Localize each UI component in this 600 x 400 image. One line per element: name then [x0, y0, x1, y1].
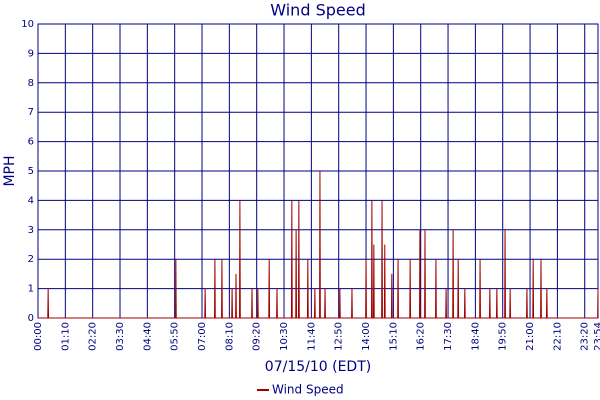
- data-line: [38, 170, 599, 319]
- y-tick-label: 10: [21, 19, 34, 30]
- x-tick-label: 22:10: [552, 322, 563, 351]
- y-tick-label: 8: [28, 78, 34, 89]
- legend-label: Wind Speed: [272, 383, 344, 397]
- x-axis-label: 07/15/10 (EDT): [265, 359, 371, 375]
- x-tick-label: 02:20: [88, 322, 99, 351]
- y-tick-label: 1: [28, 284, 34, 295]
- x-tick-label: 15:10: [388, 322, 399, 351]
- y-tick-label: 7: [28, 107, 34, 118]
- x-tick-label: 01:10: [60, 322, 71, 351]
- x-tick-label: 14:00: [361, 322, 372, 351]
- x-tick-label: 05:50: [170, 322, 181, 351]
- y-tick-label: 5: [28, 166, 34, 177]
- chart-title: Wind Speed: [270, 1, 365, 20]
- x-tick-label: 19:50: [498, 322, 509, 351]
- x-tick-label: 23:20: [580, 322, 591, 351]
- x-tick-label: 10:30: [279, 322, 290, 351]
- y-axis-label: MPH: [2, 155, 18, 186]
- x-tick-label: 18:40: [470, 322, 481, 351]
- y-tick-label: 0: [28, 313, 34, 324]
- x-tick-label: 16:20: [416, 322, 427, 351]
- x-tick-label: 17:30: [443, 322, 454, 351]
- x-tick-label: 21:00: [525, 322, 536, 351]
- y-tick-label: 4: [28, 195, 34, 206]
- y-tick-label: 3: [28, 225, 34, 236]
- x-tick-label: 03:30: [115, 322, 126, 351]
- x-tick-label: 00:00: [33, 322, 44, 351]
- x-tick-label: 04:40: [142, 322, 153, 351]
- x-tick-label: 11:40: [306, 322, 317, 351]
- x-tick-label: 07:00: [197, 322, 208, 351]
- y-tick-label: 2: [28, 254, 34, 265]
- x-tick-label: 23:54: [593, 322, 600, 351]
- x-tick-label: 08:10: [224, 322, 235, 351]
- x-tick-label: 09:20: [252, 322, 263, 351]
- y-tick-label: 6: [28, 137, 34, 148]
- x-tick-label: 12:50: [334, 322, 345, 351]
- y-tick-label: 9: [28, 48, 34, 59]
